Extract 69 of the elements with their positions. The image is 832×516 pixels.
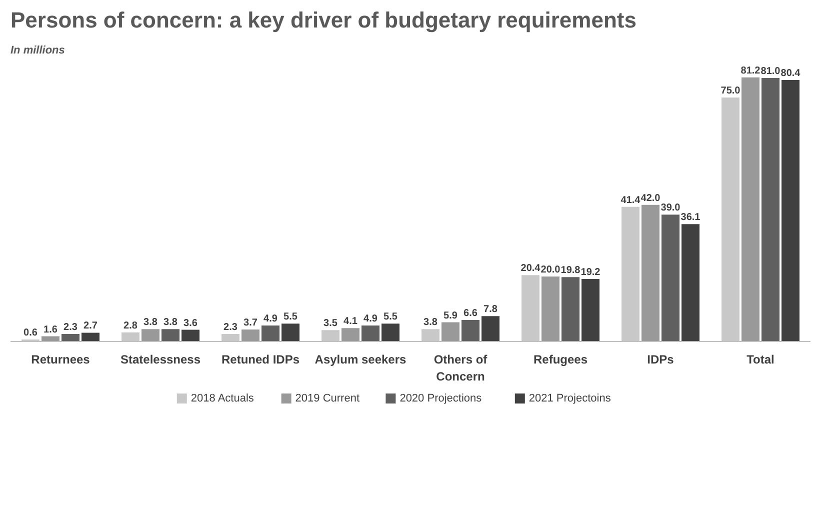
bar [62,334,80,342]
bar [362,326,380,342]
bar [482,316,500,342]
data-label: 3.8 [424,317,438,328]
bar [782,80,800,342]
data-label: 20.0 [540,264,561,276]
bar [742,77,760,342]
data-label: 3.8 [144,317,158,328]
data-label: 6.6 [464,308,478,320]
data-label: 75.0 [720,86,741,97]
data-label: 81.2 [740,65,761,76]
data-label: 1.6 [44,324,58,336]
chart-subtitle: In millions [10,44,65,56]
x-tick-label: Others of Concern [434,352,488,384]
data-label: 36.1 [680,212,701,224]
bar [462,320,480,342]
x-tick-label: IDPs [647,352,674,366]
bar [642,204,660,342]
data-label: 4.1 [344,316,358,328]
data-label: 7.8 [484,304,498,316]
data-label: 3.6 [184,318,198,329]
data-label: 41.4 [620,194,641,206]
bar [342,328,360,342]
bar [382,324,400,342]
data-label: 2.7 [84,320,98,332]
data-label: 5.5 [384,312,398,323]
data-label: 2.3 [224,322,238,334]
legend-label: 2021 Projectoins [528,392,612,404]
legend-label: 2018 Actuals [190,392,254,404]
data-label: 3.8 [164,317,178,328]
bar [442,322,460,342]
data-label: 42.0 [640,192,661,204]
data-label: 4.9 [264,314,278,325]
bar [542,276,560,342]
bar [82,332,100,342]
x-tick-label: Retuned IDPs [221,352,300,366]
data-label: 80.4 [780,68,801,79]
data-label: 2.3 [64,322,78,334]
x-tick-label: Statelessness [120,352,201,366]
chart-title: Persons of concern: a key driver of budgetary requirements [10,8,636,32]
data-label: 5.5 [284,312,298,323]
bar [682,224,700,342]
data-label: 19.2 [580,267,601,278]
bar [562,277,580,342]
bar [182,330,200,342]
bar [662,214,680,342]
bar [142,329,160,342]
x-tick-label: Refugees [533,352,588,366]
data-label: 19.8 [560,265,581,276]
data-label: 39.0 [660,202,681,214]
data-label: 3.7 [244,317,258,328]
legend-label: 2020 Projections [400,392,482,404]
data-label: 3.5 [324,318,338,330]
x-tick-label: Total [746,352,774,366]
data-label: 2.8 [124,320,138,332]
data-label: 5.9 [444,310,458,322]
bar [162,329,180,342]
bar [262,326,280,342]
data-label: 4.9 [364,314,378,325]
data-label: 20.4 [520,263,541,274]
legend-label: 2019 Current [295,392,360,404]
data-label: 0.6 [24,328,38,339]
x-tick-label: Returnees [31,352,90,366]
data-label: 81.0 [760,66,781,77]
bar [582,279,600,342]
x-tick-label: Asylum seekers [314,352,407,366]
bar [242,329,260,342]
bar [282,324,300,342]
bar [762,78,780,342]
